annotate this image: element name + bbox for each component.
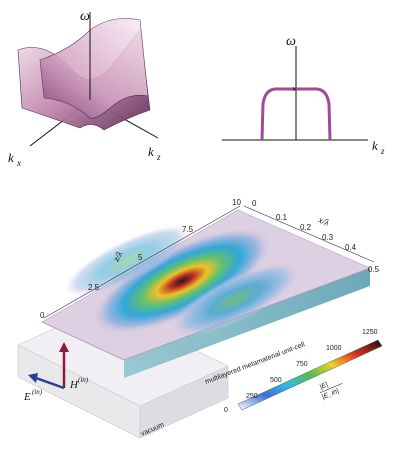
z-tick-0: 0 [40,311,45,320]
z-tick-5: 5 [138,253,143,262]
z-axis-line [43,205,241,319]
dispersion-surface-panel: ω k x k z [8,9,161,168]
kz-label-2d: k [372,138,378,153]
colorbar-tick-1250: 1250 [362,329,378,336]
z-tick-7-5: 7.5 [182,225,194,234]
z-tick-2-5: 2.5 [88,283,100,292]
field-lobe-lower [171,262,300,336]
kx-label: k [8,150,14,165]
dispersion-surface-upper [39,18,149,119]
unit-cell-front-face [124,268,370,378]
x-tick-0: 0 [252,199,257,208]
h-field-label: H [69,379,79,391]
x-axis-label: x/λ [316,214,330,228]
field-lobe-upper [64,225,192,297]
colorbar-tick-250: 250 [246,393,258,400]
colorbar-label-num: |E| [319,381,330,391]
metamaterial-slab-panel: 10 7.5 5 2.5 0 z/λ 0 0.1 0.2 0.3 0.4 0.5… [17,198,383,439]
colorbar-tick-750: 750 [296,361,308,368]
h-field-sup: (in) [78,376,89,384]
field-hotspot [92,228,272,334]
h-field-arrowhead [59,342,69,352]
colorbar [237,339,383,411]
x-tick-0-5: 0.5 [368,265,380,274]
slab-edge [41,267,371,361]
field-map [64,225,300,336]
x-axis-line [243,205,375,263]
omega-label-2d: ω [286,34,296,49]
e-field-arrow [35,376,65,390]
dispersion-cut-panel: × ω k z [222,34,385,156]
x-tick-0-1: 0.1 [276,213,288,222]
e-field-arrowhead [28,373,38,383]
x-tick-0-3: 0.3 [322,233,334,242]
colorbar-tick-1000: 1000 [326,345,342,352]
kz-label: k [148,144,154,159]
cross-marker: × [292,84,297,94]
x-tick-0-4: 0.4 [345,243,357,252]
e-field-sup: (in) [32,388,43,396]
colorbar-label-bar [320,383,343,394]
kz-label-2d-sub: z [380,146,385,156]
kz-label-sub: z [156,152,161,162]
colorbar-tick-0: 0 [224,407,228,414]
e-field-label: E [23,391,31,403]
dispersion-curve [260,87,332,141]
colorbar-label: |E| |E_in| [319,381,343,401]
colorbar-tick-500: 500 [270,377,282,384]
z-tick-10: 10 [232,198,241,207]
z-axis-label: z/λ [110,249,124,263]
kx-label-sub: x [16,158,21,168]
x-tick-0-2: 0.2 [300,223,312,232]
omega-label: ω [80,9,90,24]
